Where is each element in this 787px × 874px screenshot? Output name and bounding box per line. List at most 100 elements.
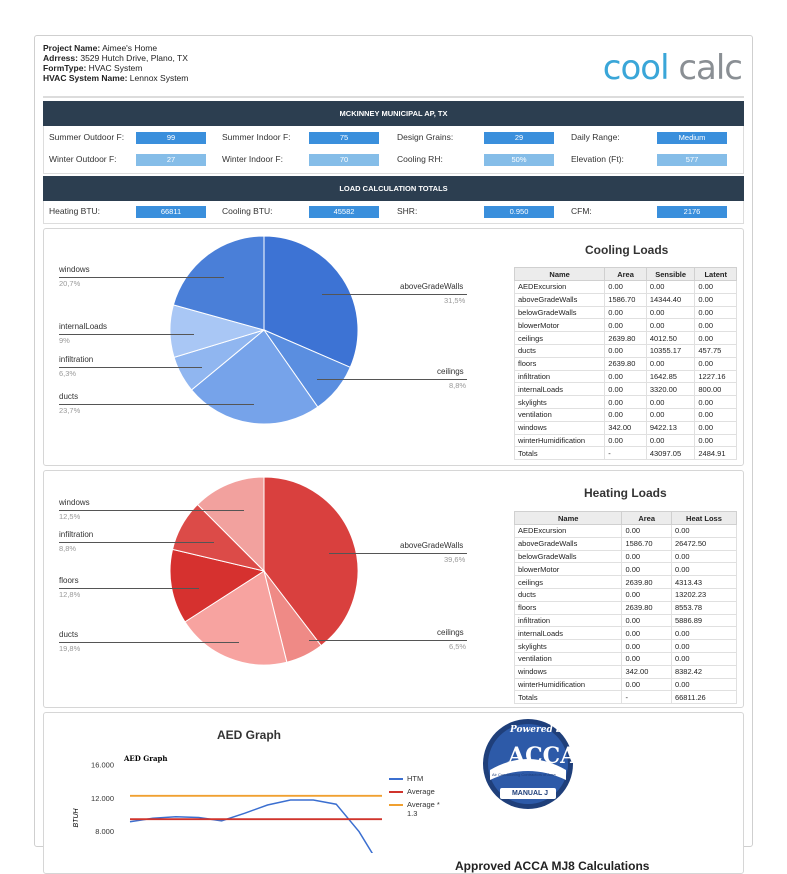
aed-section: AED Graph AED Graph 16.000 12.000 8.000 BTUH… xyxy=(43,712,744,874)
cfm-label: CFM: xyxy=(571,206,592,216)
legend-htm-line xyxy=(389,778,403,780)
table-cell: 0.00 xyxy=(694,420,737,435)
summer-outdoor-label: Summer Outdoor F: xyxy=(49,132,125,142)
totals-band: LOAD CALCULATION TOTALS xyxy=(43,176,744,201)
winter-indoor-value: 70 xyxy=(309,154,379,166)
table-cell: 0.00 xyxy=(645,305,696,320)
table-row: belowGradeWalls 0.00 0.00 0.00 xyxy=(513,305,737,320)
elevation-value: 577 xyxy=(657,154,727,166)
table-cell: 0.00 xyxy=(670,562,738,577)
header-divider xyxy=(43,96,744,98)
cool-label-internalloads: internalLoads xyxy=(59,322,108,331)
table-cell: aboveGradeWalls xyxy=(513,536,623,551)
table-cell: 3320.00 xyxy=(645,382,696,397)
cool-leader-infiltration xyxy=(59,367,202,368)
logo-cool: cool xyxy=(602,48,670,88)
table-cell: 5886.89 xyxy=(670,613,738,628)
cool-header-1: Area xyxy=(604,267,647,281)
legend-average: Average xyxy=(407,787,435,796)
table-cell: blowerMotor xyxy=(513,318,606,333)
cooling-btu-value: 45582 xyxy=(309,206,379,218)
table-cell: 457.75 xyxy=(694,343,737,358)
cooling-loads-table: Name Area Sensible Latent AEDExcursion 0.00 0… xyxy=(513,267,737,461)
report-page: Project Name: Aimee's Home Adrress: 3529… xyxy=(34,35,753,874)
table-row: skylights 0.00 0.00 0.00 xyxy=(513,395,737,409)
cool-label-abovegradewalls: aboveGradeWalls xyxy=(400,282,464,291)
aed-graph-title: AED Graph xyxy=(217,728,282,742)
table-cell: 0.00 xyxy=(694,407,737,422)
table-row: Totals -43097.05 2484.91 xyxy=(513,446,737,461)
table-row: ventilation 0.00 0.00 0.00 xyxy=(513,407,737,422)
table-cell: 0.00 xyxy=(604,343,647,358)
heating-pie-chart xyxy=(169,476,359,666)
table-row: skylights 0.00 0.00 xyxy=(513,639,738,653)
cool-slice-ducts xyxy=(190,329,319,425)
table-cell: Totals xyxy=(513,690,623,705)
logo-calc: calc xyxy=(678,48,743,88)
heat-slice-windows xyxy=(196,476,265,573)
table-cell: 0.00 xyxy=(604,382,647,397)
summer-indoor-value: 75 xyxy=(309,132,379,144)
table-cell: 10355.17 xyxy=(645,343,696,358)
table-cell: - xyxy=(621,690,672,705)
acca-seal xyxy=(483,719,573,809)
heating-loads-table: Name Area Heat Loss AEDExcursion 0.00 0.00 ab… xyxy=(513,511,738,705)
table-cell: ventilation xyxy=(513,651,623,666)
table-cell: ceilings xyxy=(513,331,606,345)
table-cell: 2639.80 xyxy=(604,356,647,371)
heat-pct-ducts: 19,8% xyxy=(59,644,81,653)
table-cell: 0.00 xyxy=(694,280,737,294)
cool-leader-internalloads xyxy=(59,334,194,335)
project-info: Project Name: Aimee's Home Adrress: 3529… xyxy=(43,43,188,83)
project-name: Aimee's Home xyxy=(102,43,158,53)
form-type-label: FormType: xyxy=(43,63,87,73)
acca-name: ACCA xyxy=(508,743,578,769)
table-cell: AEDExcursion xyxy=(513,280,606,294)
table-cell: 2484.91 xyxy=(694,446,737,461)
heat-label-ducts: ducts xyxy=(59,630,79,639)
table-cell: AEDExcursion xyxy=(513,524,623,538)
table-row: infiltration 0.00 1642.85 1227.16 xyxy=(513,369,737,384)
daily-range-label: Daily Range: xyxy=(571,132,620,142)
heat-pct-infiltration: 8,8% xyxy=(59,544,77,553)
table-cell: 0.00 xyxy=(645,356,696,371)
table-row: belowGradeWalls 0.00 0.00 xyxy=(513,549,738,564)
cool-pct-ducts: 23,7% xyxy=(59,406,81,415)
table-cell: 0.00 xyxy=(621,524,672,538)
address-label: Adrress: xyxy=(43,53,78,63)
table-cell: 0.00 xyxy=(621,562,672,577)
cooling-btu-label: Cooling BTU: xyxy=(222,206,273,216)
table-cell: 0.00 xyxy=(645,407,696,422)
table-row: aboveGradeWalls 1586.70 26472.50 xyxy=(513,536,738,551)
heat-leader-ducts xyxy=(59,642,239,643)
table-cell: 0.00 xyxy=(604,407,647,422)
acca-manual-j: MANUAL J xyxy=(511,790,549,797)
table-row: AEDExcursion 0.00 0.00 xyxy=(513,524,738,538)
table-cell: 9422.13 xyxy=(645,420,696,435)
table-row: infiltration 0.00 5886.89 xyxy=(513,613,738,628)
legend-average13-line xyxy=(389,804,403,806)
table-cell: 0.00 xyxy=(694,305,737,320)
table-cell: 4313.43 xyxy=(670,575,738,589)
table-row: winterHumidification 0.00 0.00 xyxy=(513,677,738,692)
table-row: Totals -66811.26 xyxy=(513,690,738,705)
acca-powered-by: Powered by xyxy=(510,725,568,735)
table-cell: 0.00 xyxy=(694,318,737,333)
cool-pct-windows: 20,7% xyxy=(59,279,81,288)
table-cell: 0.00 xyxy=(670,639,738,653)
daily-range-value: Medium xyxy=(657,132,727,144)
table-cell: 2639.80 xyxy=(621,575,672,589)
table-cell: 1227.16 xyxy=(694,369,737,384)
heat-label-ceilings: ceilings xyxy=(437,628,464,637)
table-cell: 43097.05 xyxy=(645,446,696,461)
cool-leader-abovegradewalls xyxy=(322,294,467,295)
summer-indoor-label: Summer Indoor F: xyxy=(222,132,291,142)
heat-leader-abovegradewalls xyxy=(329,553,467,554)
table-cell: - xyxy=(604,446,647,461)
heating-btu-label: Heating BTU: xyxy=(49,206,101,216)
table-cell: 0.00 xyxy=(670,524,738,538)
table-cell: infiltration xyxy=(513,369,606,384)
legend-average13: Average * 1.3 xyxy=(407,800,440,818)
aed-tick-label: 12.000 xyxy=(91,794,114,803)
table-cell: windows xyxy=(513,664,623,679)
